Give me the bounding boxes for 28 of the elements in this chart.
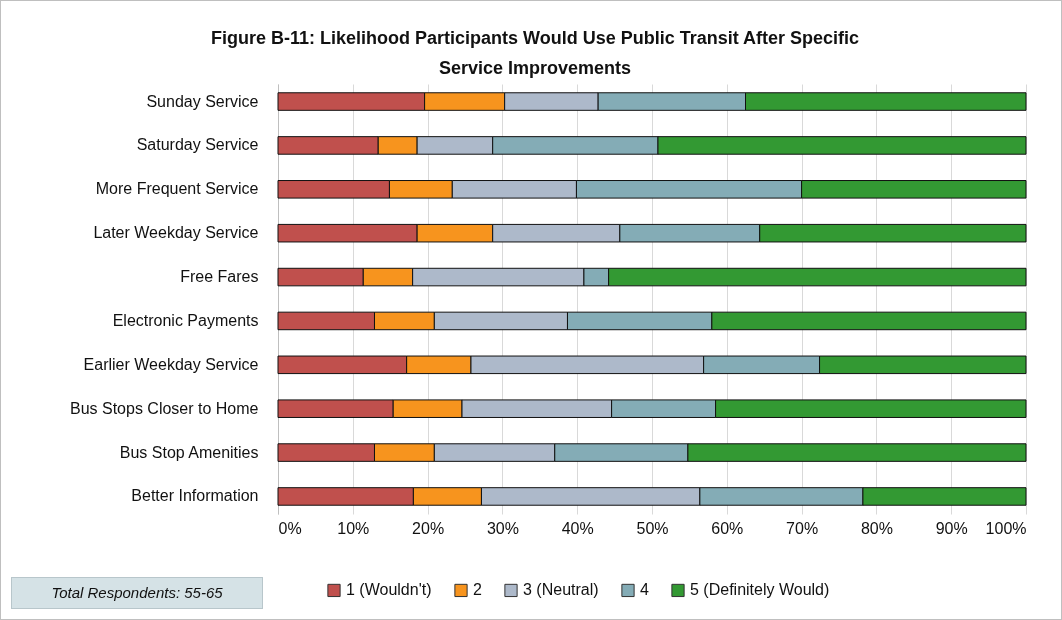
y-tick-label: Better Information xyxy=(131,487,259,505)
legend-label: 1 (Wouldn't) xyxy=(346,581,432,599)
x-tick-label: 30% xyxy=(486,519,519,537)
y-tick-label: Bus Stop Amenities xyxy=(119,443,259,461)
y-tick-label: More Frequent Service xyxy=(95,180,259,198)
y-tick-label: Bus Stops Closer to Home xyxy=(69,399,259,417)
y-tick-label: Earlier Weekday Service xyxy=(83,355,259,373)
x-tick-label: 10% xyxy=(337,519,370,537)
chart-title: Figure B-11: Likelihood Participants Would Use Public Transit After Specific Service Improvements xyxy=(210,28,860,78)
x-tick-label: 0% xyxy=(278,519,302,537)
x-tick-label: 70% xyxy=(786,519,819,537)
x-tick-label: 90% xyxy=(935,519,968,537)
x-tick-label: 60% xyxy=(711,519,744,537)
legend-label: 5 (Definitely Would) xyxy=(690,581,830,599)
y-tick-label: Electronic Payments xyxy=(112,311,259,329)
y-tick-label: Saturday Service xyxy=(136,136,259,154)
y-tick-label: Free Fares xyxy=(180,268,259,286)
x-tick-label: 50% xyxy=(636,519,669,537)
legend-label: 2 xyxy=(473,581,482,599)
legend-label: 4 xyxy=(640,581,649,599)
legend-label: 3 (Neutral) xyxy=(523,581,599,599)
y-tick-label: Sunday Service xyxy=(146,92,259,110)
x-tick-label: 80% xyxy=(860,519,893,537)
y-tick-label: Later Weekday Service xyxy=(93,224,259,242)
note-box: Total Respondents: 55-65 xyxy=(11,577,263,609)
x-tick-label: 20% xyxy=(412,519,445,537)
x-tick-label: 40% xyxy=(561,519,594,537)
x-tick-label: 100% xyxy=(985,519,1027,537)
